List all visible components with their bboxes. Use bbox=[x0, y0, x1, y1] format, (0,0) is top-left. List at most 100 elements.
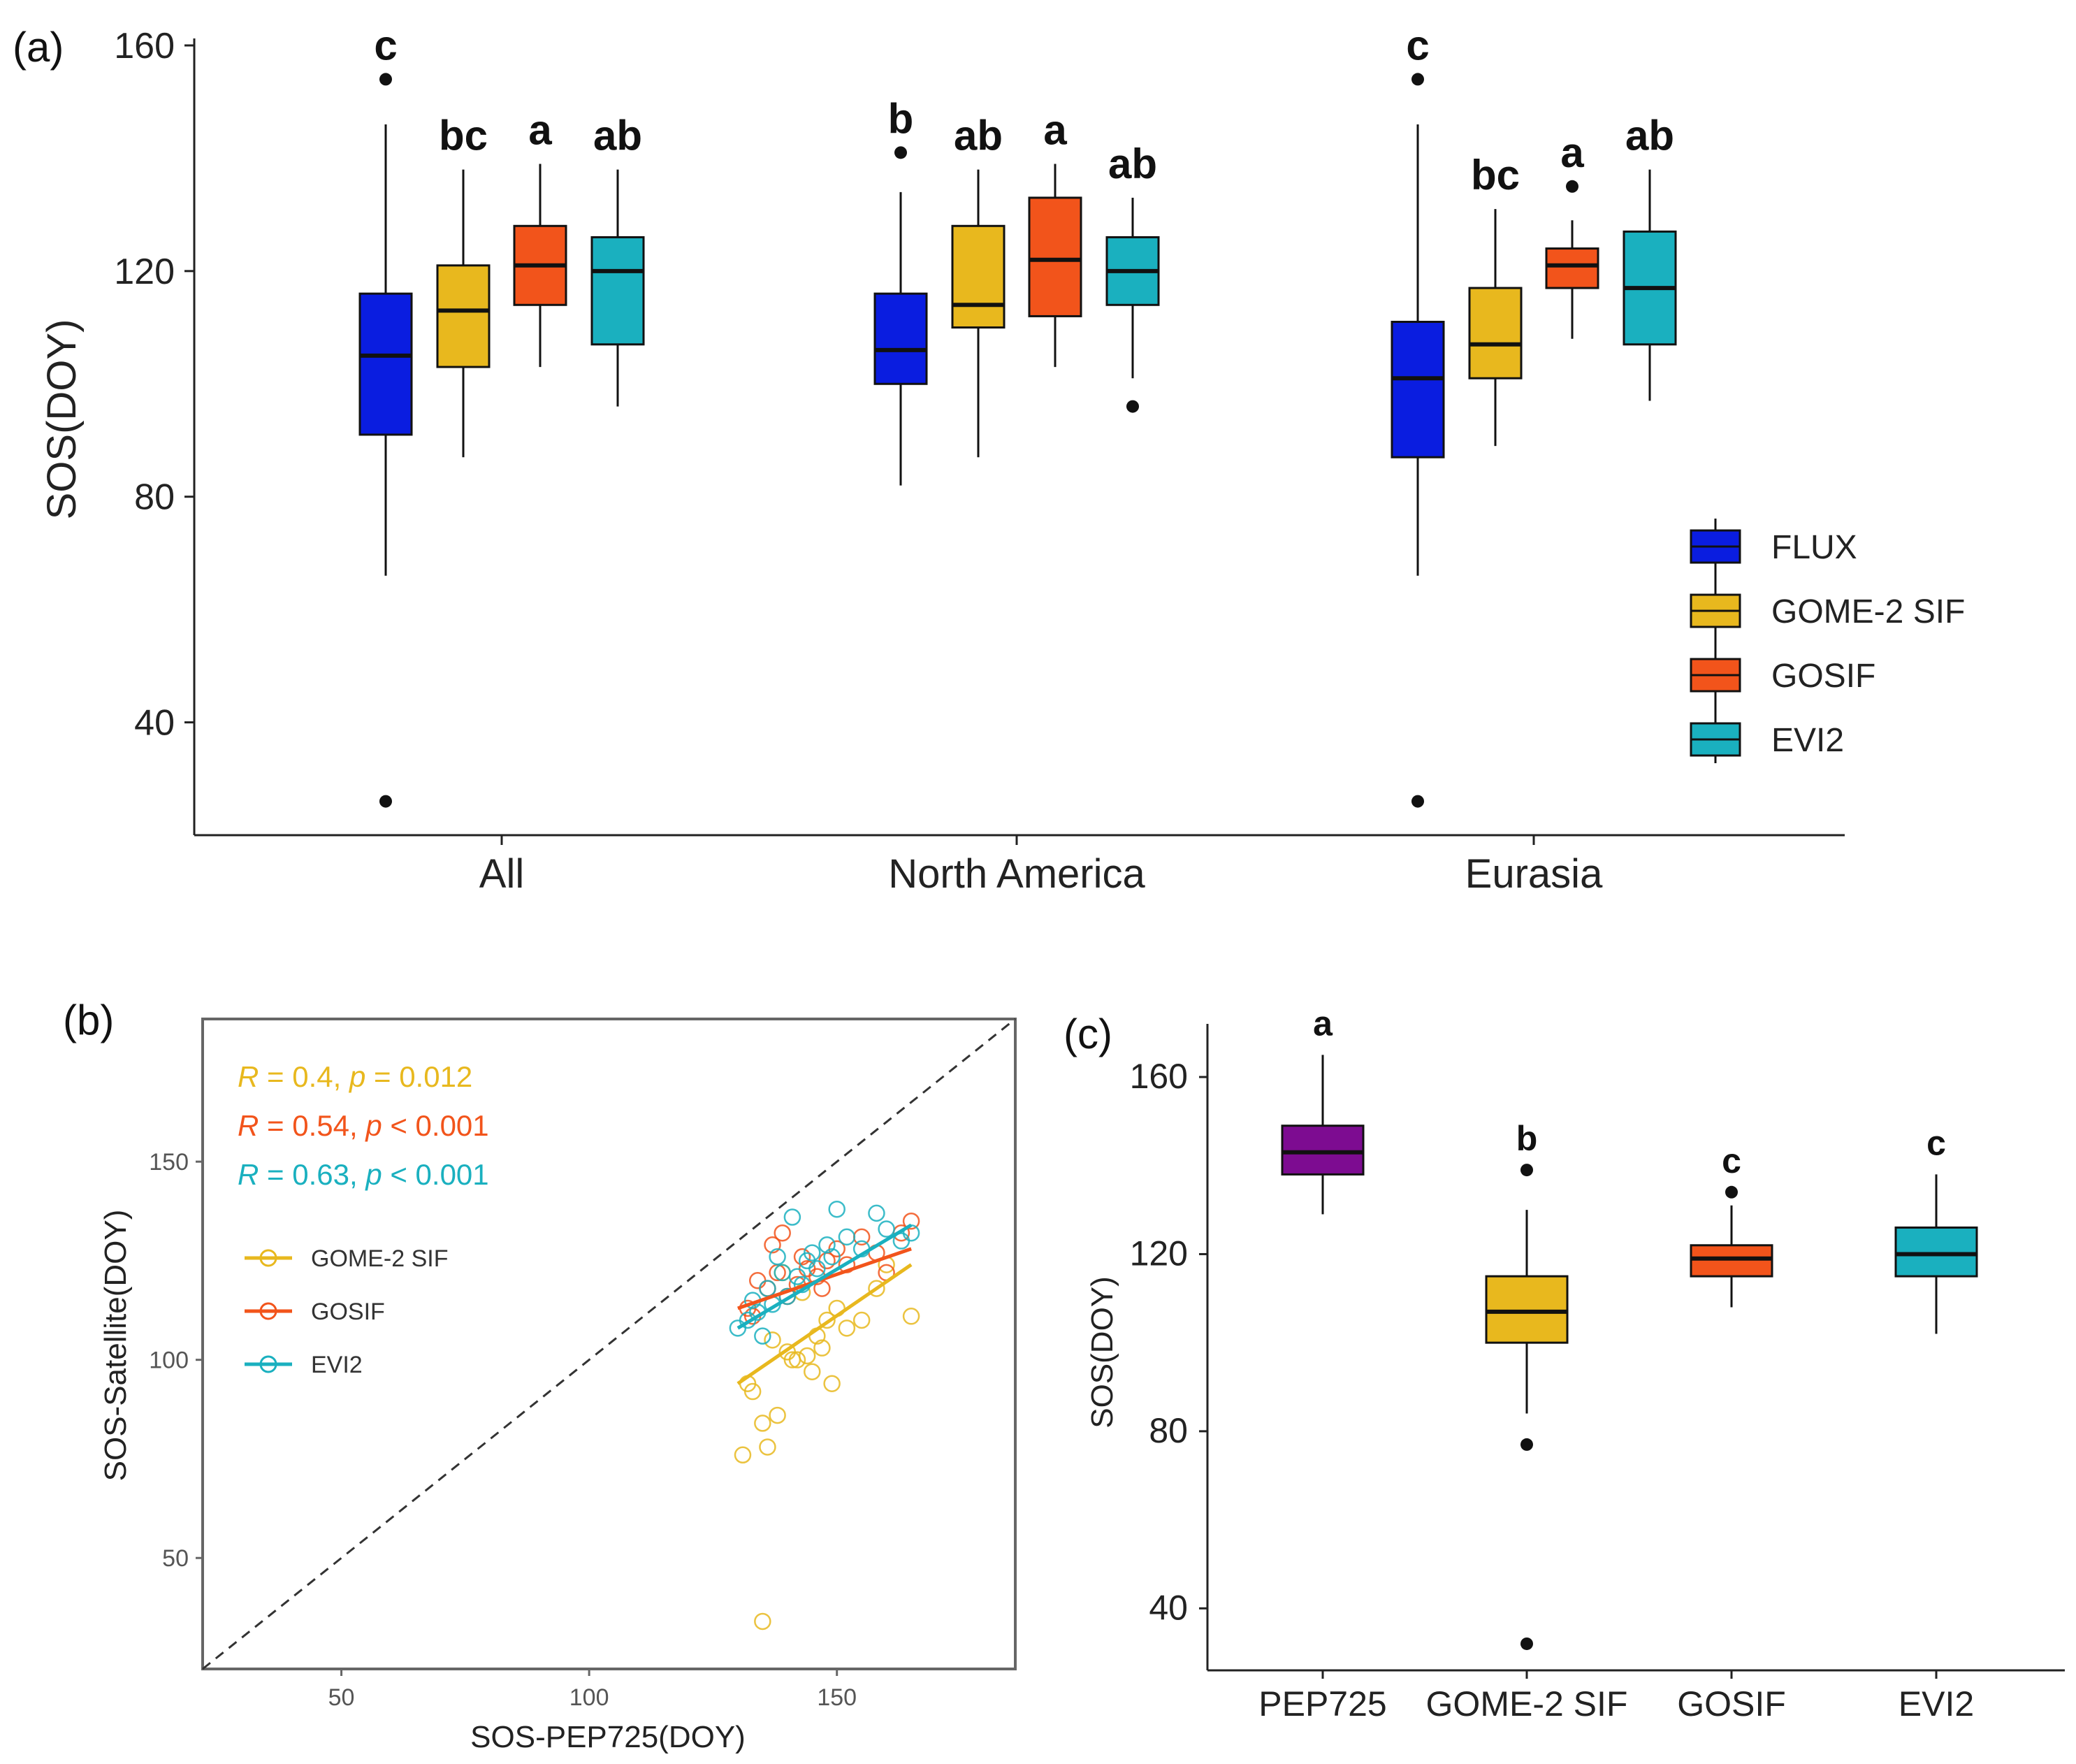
panel-b-stat-gome-2-sif-part-1: = bbox=[259, 1060, 292, 1093]
panel-b-point-gosif-15 bbox=[902, 1212, 920, 1230]
panel-b-point-evi2-5 bbox=[778, 1287, 797, 1306]
panel-c-evi2-significance-letter: c bbox=[1926, 1123, 1946, 1162]
panel-a-legend: FLUX GOME-2 SIF GOSIF EVI2 bbox=[1690, 519, 1965, 763]
panel-b-fit-line-evi2 bbox=[736, 1223, 913, 1330]
panel-a-north-america-evi2-outlier-0 bbox=[1126, 400, 1139, 413]
panel-c-pep725-iqr-box bbox=[1281, 1125, 1365, 1176]
panel-b-stat-evi2-part-6: 0.001 bbox=[416, 1158, 489, 1191]
panel-b-label: (b) bbox=[63, 997, 114, 1043]
panel-b-stat-gome-2-sif-part-3: , bbox=[333, 1060, 349, 1093]
panel-b-point-gome-2-sif-7 bbox=[818, 1311, 836, 1329]
panel-b-stat-gosif-part-3: , bbox=[349, 1109, 365, 1142]
panel-b-point-gome-2-sif-5 bbox=[798, 1347, 816, 1365]
panel-b: (b) SOS-Satellite(DOY) SOS-PEP725(DOY) 5… bbox=[63, 997, 1017, 1754]
panel-a-eurasia-gosif-outlier-0 bbox=[1566, 180, 1578, 193]
panel-a-all-gosif-significance-letter: a bbox=[528, 107, 552, 154]
panel-b-stat-evi2-part-5: < bbox=[382, 1158, 416, 1191]
panel-c-pep725-significance-letter: a bbox=[1313, 1004, 1333, 1043]
panel-b-ytick-label-100: 100 bbox=[149, 1347, 189, 1374]
panel-a-eurasia-gosif-significance-letter: a bbox=[1560, 129, 1584, 176]
panel-c-xtick-label-gome-2-sif: GOME-2 SIF bbox=[1426, 1684, 1628, 1723]
panel-b-stat-gome-2-sif-part-4: p bbox=[348, 1060, 365, 1093]
panel-a-all-evi2-box: ab bbox=[590, 113, 645, 407]
panel-b-point-gome-2-sif-23 bbox=[754, 1612, 771, 1631]
panel-a-legend-label-gome-2-sif: GOME-2 SIF bbox=[1771, 593, 1965, 630]
panel-b-point-gome-2-sif-13 bbox=[823, 1375, 841, 1392]
panel-c-gosif-iqr-box bbox=[1690, 1244, 1773, 1278]
panel-c-ytick-label-160: 160 bbox=[1130, 1057, 1188, 1096]
panel-b-xtick-label-50: 50 bbox=[328, 1684, 355, 1711]
panel-b-point-evi2-23 bbox=[823, 1248, 841, 1266]
panel-b-fit-line-gome-2-sif bbox=[736, 1263, 913, 1385]
panel-c-gome-2-sif-outlier-2 bbox=[1520, 1637, 1533, 1650]
panel-c-label: (c) bbox=[1064, 1011, 1112, 1057]
panel-b-point-gome-2-sif-1 bbox=[754, 1415, 771, 1432]
panel-a-legend-label-evi2: EVI2 bbox=[1771, 722, 1844, 759]
panel-b-point-gome-2-sif-4 bbox=[788, 1351, 806, 1368]
panel-a-xtick-label-north-america: North America bbox=[888, 851, 1145, 897]
panel-b-stat-gosif-part-1: = bbox=[259, 1109, 292, 1142]
panel-b-point-evi2-21 bbox=[774, 1264, 791, 1282]
panel-c-gome-2-sif-outlier-1 bbox=[1520, 1438, 1533, 1451]
panel-b-point-gome-2-sif-22 bbox=[813, 1339, 831, 1357]
panel-a-north-america-gosif-significance-letter: a bbox=[1043, 107, 1067, 154]
panel-a-eurasia-flux-outlier-1 bbox=[1411, 795, 1424, 808]
panel-b-point-evi2-10 bbox=[828, 1200, 845, 1218]
panel-b-point-gome-2-sif-9 bbox=[838, 1320, 856, 1337]
panel-b-point-gosif-17 bbox=[793, 1248, 811, 1266]
panel-a-all-flux-box: c bbox=[358, 22, 413, 808]
panel-b-point-gome-2-sif-12 bbox=[804, 1363, 821, 1380]
panel-b-stat-gome-2-sif-part-6: 0.012 bbox=[399, 1060, 472, 1093]
panel-a-eurasia-evi2-box: ab bbox=[1623, 113, 1677, 401]
panel-c-xtick-label-pep725: PEP725 bbox=[1258, 1684, 1386, 1723]
panel-b-point-evi2-8 bbox=[808, 1260, 826, 1278]
panel-c-xtick-label-evi2: EVI2 bbox=[1899, 1684, 1974, 1723]
panel-b-legend-marker-gome-2-sif bbox=[259, 1249, 277, 1267]
panel-a-eurasia-flux-significance-letter: c bbox=[1406, 22, 1429, 68]
panel-c-pep725-box: a bbox=[1281, 1004, 1365, 1215]
panel-a-north-america-gome-2-sif-significance-letter: ab bbox=[954, 113, 1003, 159]
panel-a-eurasia-evi2-significance-letter: ab bbox=[1625, 113, 1674, 159]
panel-b-stat-gosif-part-2: 0.54 bbox=[292, 1109, 349, 1142]
panel-a-ylabel: SOS(DOY) bbox=[39, 319, 85, 520]
panel-a-eurasia-gome-2-sif-significance-letter: bc bbox=[1471, 152, 1520, 198]
panel-c-ylabel: SOS(DOY) bbox=[1085, 1276, 1119, 1429]
panel-b-legend-label-gosif: GOSIF bbox=[311, 1299, 385, 1325]
panel-b-point-evi2-20 bbox=[754, 1327, 771, 1345]
panel-c-ytick-label-80: 80 bbox=[1149, 1411, 1188, 1450]
panel-a: (a) SOS(DOY) 40 80 120 160 All North America… bbox=[13, 22, 1965, 897]
panel-b-point-gome-2-sif-2 bbox=[769, 1406, 786, 1424]
panel-b-stat-gosif-part-4: p bbox=[364, 1109, 382, 1142]
panel-a-all-evi2-iqr-box bbox=[590, 236, 645, 346]
panel-c-gosif-significance-letter: c bbox=[1722, 1141, 1741, 1180]
panel-b-point-gosif-16 bbox=[764, 1236, 781, 1254]
panel-a-all-flux-outlier-1 bbox=[379, 795, 392, 808]
panel-b-xtick-label-150: 150 bbox=[817, 1684, 857, 1711]
panel-b-point-evi2-19 bbox=[804, 1244, 821, 1261]
panel-a-legend-label-flux: FLUX bbox=[1771, 529, 1857, 566]
panel-b-point-gome-2-sif-17 bbox=[902, 1308, 920, 1325]
panel-a-legend-label-gosif: GOSIF bbox=[1771, 658, 1875, 695]
panel-a-label: (a) bbox=[13, 24, 64, 71]
panel-b-legend-marker-gosif bbox=[259, 1302, 277, 1320]
panel-b-legend-label-evi2: EVI2 bbox=[311, 1352, 363, 1378]
panel-b-ylabel: SOS-Satellite(DOY) bbox=[99, 1210, 133, 1482]
panel-a-all-gosif-box: a bbox=[513, 107, 567, 368]
panel-a-eurasia-gome-2-sif-iqr-box bbox=[1468, 287, 1523, 379]
panel-c-ytick-label-120: 120 bbox=[1130, 1234, 1188, 1273]
panel-b-stat-evi2: R = 0.63, p < 0.001 bbox=[238, 1158, 489, 1191]
panel-c-ytick-label-40: 40 bbox=[1149, 1588, 1188, 1627]
panel-a-north-america-gome-2-sif-box: ab bbox=[951, 113, 1006, 458]
panel-a-eurasia-gosif-box: a bbox=[1545, 129, 1599, 339]
panel-b-point-gome-2-sif-15 bbox=[868, 1280, 885, 1297]
panel-a-north-america-flux-significance-letter: b bbox=[888, 95, 914, 142]
panel-b-point-gome-2-sif-14 bbox=[852, 1311, 871, 1329]
panel-b-point-evi2-14 bbox=[878, 1220, 895, 1238]
panel-a-eurasia-flux-outlier-0 bbox=[1411, 73, 1424, 86]
panel-a-all-gome-2-sif-iqr-box bbox=[436, 264, 491, 368]
panel-b-frame bbox=[201, 1018, 1017, 1670]
panel-b-legend-marker-evi2 bbox=[259, 1355, 277, 1373]
panel-b-point-gome-2-sif-20 bbox=[734, 1446, 752, 1464]
